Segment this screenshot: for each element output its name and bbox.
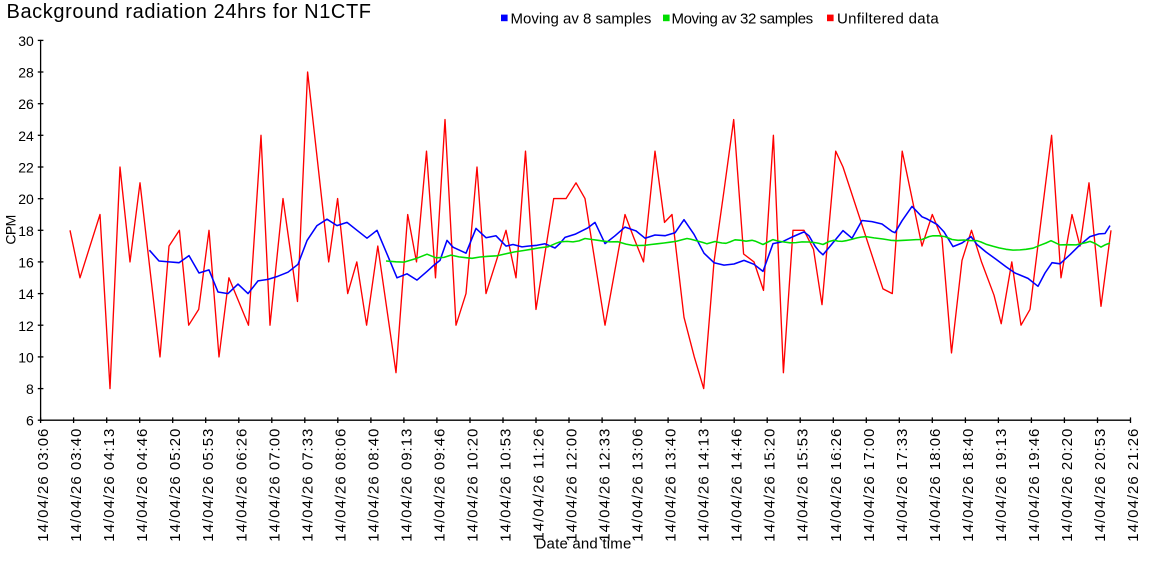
svg-text:14/04/26 09:13: 14/04/26 09:13 [398,428,415,542]
svg-text:14/04/26 19:46: 14/04/26 19:46 [1026,428,1043,542]
svg-text:CPM: CPM [3,215,19,244]
svg-text:14/04/26 07:33: 14/04/26 07:33 [299,428,316,542]
svg-text:30: 30 [18,33,34,49]
svg-text:14/04/26 12:33: 14/04/26 12:33 [597,428,614,542]
svg-text:14/04/26 19:13: 14/04/26 19:13 [993,428,1010,542]
svg-text:6: 6 [26,413,34,429]
svg-text:14/04/26 04:46: 14/04/26 04:46 [134,428,151,542]
svg-text:8: 8 [26,381,34,397]
svg-text:14/04/26 18:06: 14/04/26 18:06 [927,428,944,542]
svg-text:14/04/26 09:46: 14/04/26 09:46 [431,428,448,542]
svg-text:14/04/26 16:26: 14/04/26 16:26 [828,428,845,542]
svg-text:10: 10 [18,349,34,365]
svg-text:14/04/26 14:13: 14/04/26 14:13 [696,428,713,542]
svg-text:14/04/26 06:26: 14/04/26 06:26 [233,428,250,542]
svg-text:14/04/26 15:53: 14/04/26 15:53 [795,428,812,542]
svg-text:14/04/26 20:20: 14/04/26 20:20 [1059,428,1076,542]
svg-text:14/04/26 08:40: 14/04/26 08:40 [365,428,382,542]
svg-text:14/04/26 21:26: 14/04/26 21:26 [1125,428,1142,542]
svg-text:22: 22 [18,160,34,176]
svg-text:16: 16 [18,254,34,270]
svg-text:14/04/26 20:53: 14/04/26 20:53 [1092,428,1109,542]
svg-text:20: 20 [18,191,34,207]
svg-text:14: 14 [18,286,34,302]
svg-text:28: 28 [18,65,34,81]
svg-text:14/04/26 12:00: 14/04/26 12:00 [564,428,581,542]
svg-text:14/04/26 03:40: 14/04/26 03:40 [68,428,85,542]
svg-text:14/04/26 05:53: 14/04/26 05:53 [200,428,217,542]
svg-text:14/04/26 14:46: 14/04/26 14:46 [729,428,746,542]
svg-text:14/04/26 10:20: 14/04/26 10:20 [465,428,482,542]
svg-text:14/04/26 17:33: 14/04/26 17:33 [894,428,911,542]
svg-text:Unfiltered data: Unfiltered data [837,10,939,27]
svg-text:12: 12 [18,318,34,334]
svg-text:18: 18 [18,223,34,239]
svg-text:14/04/26 17:00: 14/04/26 17:00 [861,428,878,542]
svg-text:14/04/26 10:53: 14/04/26 10:53 [498,428,515,542]
svg-text:14/04/26 18:40: 14/04/26 18:40 [960,428,977,542]
svg-text:Background radiation 24hrs for: Background radiation 24hrs for N1CTF [7,1,372,23]
svg-text:14/04/26 13:06: 14/04/26 13:06 [630,428,647,542]
svg-text:14/04/26 08:06: 14/04/26 08:06 [332,428,349,542]
svg-text:14/04/26 03:06: 14/04/26 03:06 [35,428,52,542]
svg-text:Moving av 32 samples: Moving av 32 samples [672,10,813,27]
svg-text:14/04/26 13:40: 14/04/26 13:40 [663,428,680,542]
svg-text:14/04/26 11:26: 14/04/26 11:26 [531,428,548,541]
svg-text:Moving av 8 samples: Moving av 8 samples [511,10,652,27]
svg-text:14/04/26 04:13: 14/04/26 04:13 [101,428,118,542]
svg-text:24: 24 [18,128,34,144]
svg-text:Date and time: Date and time [536,536,632,553]
svg-text:26: 26 [18,96,34,112]
svg-text:14/04/26 15:20: 14/04/26 15:20 [762,428,779,542]
svg-text:14/04/26 05:20: 14/04/26 05:20 [167,428,184,542]
svg-text:14/04/26 07:00: 14/04/26 07:00 [266,428,283,542]
